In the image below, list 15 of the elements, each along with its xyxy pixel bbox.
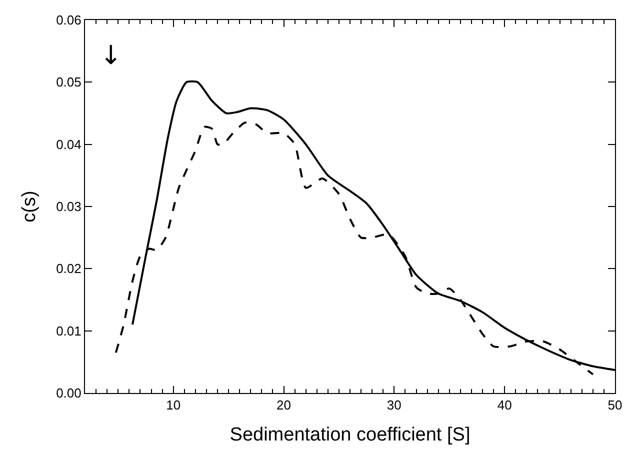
y-tick-label: 0.02 [56, 261, 82, 276]
x-tick-label: 30 [386, 398, 402, 413]
y-tick-label: 0.00 [56, 386, 82, 401]
x-axis-title: Sedimentation coefficient [S] [230, 424, 470, 446]
x-tick-label: 50 [608, 398, 622, 413]
y-tick-label: 0.01 [56, 323, 82, 338]
y-tick-label: 0.03 [56, 199, 82, 214]
x-tick-label: 10 [166, 398, 181, 413]
annotation: ↓ [100, 41, 122, 71]
x-tick-label: 20 [276, 398, 291, 413]
y-tick-label: 0.05 [56, 74, 82, 90]
x-tick-label: 40 [497, 398, 512, 413]
y-axis-title: c(s) [18, 190, 40, 222]
y-tick-label: 0.06 [56, 12, 82, 28]
y-tick-label: 0.04 [56, 136, 82, 152]
